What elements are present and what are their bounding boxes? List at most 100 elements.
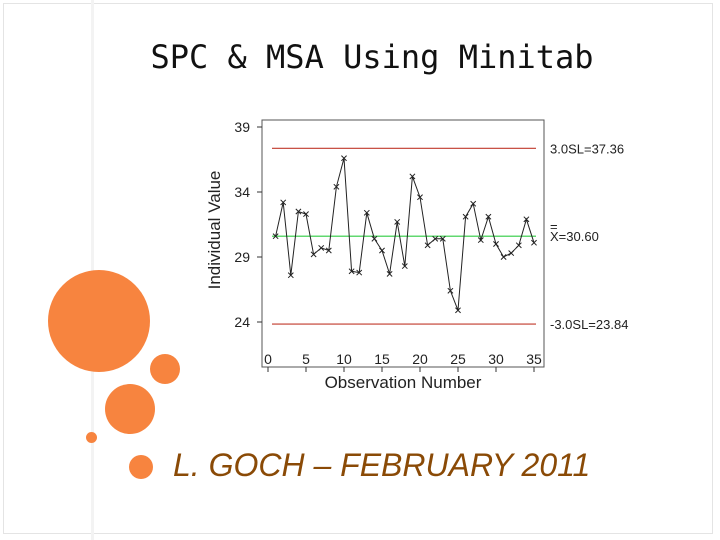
x-tick-label: 10 xyxy=(336,351,352,367)
data-point xyxy=(432,235,439,242)
data-point-stroke xyxy=(333,183,340,190)
data-point xyxy=(272,233,279,240)
data-point-stroke xyxy=(485,213,492,220)
data-point xyxy=(477,237,484,244)
slide-frame xyxy=(3,3,713,534)
data-point xyxy=(318,244,325,251)
data-point-stroke xyxy=(462,213,469,220)
data-point xyxy=(500,254,507,260)
y-tick-label: 34 xyxy=(234,184,250,200)
data-point xyxy=(325,247,332,254)
data-point xyxy=(341,155,347,162)
data-point-stroke xyxy=(493,241,499,247)
data-point-stroke xyxy=(531,239,537,246)
data-point xyxy=(515,242,522,249)
data-point xyxy=(310,251,317,258)
data-point xyxy=(424,242,431,249)
data-point xyxy=(394,218,401,225)
data-point xyxy=(379,247,385,254)
data-point-stroke xyxy=(401,263,408,270)
data-point-stroke xyxy=(523,216,530,223)
y-tick-label: 29 xyxy=(234,249,250,265)
x-tick-label: 35 xyxy=(526,351,542,367)
data-point xyxy=(280,199,287,206)
data-point xyxy=(303,211,309,218)
data-point-stroke xyxy=(280,199,287,206)
data-point-stroke xyxy=(318,244,325,251)
data-point-stroke xyxy=(508,250,515,257)
x-tick-label: 0 xyxy=(264,351,272,367)
data-point-stroke xyxy=(394,218,401,225)
data-point-stroke xyxy=(424,242,431,249)
data-point-stroke xyxy=(439,235,446,242)
data-point-stroke xyxy=(477,237,484,244)
data-point-stroke xyxy=(455,307,461,314)
decor-circle-bullet xyxy=(129,455,153,479)
chart-series xyxy=(272,155,537,314)
control-limit-label: 3.0SL=37.36 xyxy=(550,141,624,156)
data-point xyxy=(333,183,340,190)
data-point xyxy=(508,250,515,257)
x-tick-label: 30 xyxy=(488,351,504,367)
data-point-stroke xyxy=(325,247,332,254)
decor-circle-small xyxy=(150,354,180,384)
data-point xyxy=(493,241,499,247)
data-point-stroke xyxy=(371,235,378,242)
y-tick-label: 24 xyxy=(234,314,250,330)
x-tick-label: 15 xyxy=(374,351,390,367)
data-point xyxy=(531,239,537,246)
data-point xyxy=(348,268,355,275)
data-point xyxy=(295,208,302,215)
plot-frame xyxy=(261,119,545,368)
data-point xyxy=(371,235,378,242)
data-point-stroke xyxy=(432,235,439,242)
x-axis-ticks: 0 5 10 15 20 25 30 35 xyxy=(264,351,542,372)
data-point-stroke xyxy=(272,233,279,240)
data-point-stroke xyxy=(310,251,317,258)
data-point-stroke xyxy=(295,208,302,215)
data-point xyxy=(417,194,423,201)
data-point-stroke xyxy=(417,194,423,201)
data-point xyxy=(455,307,461,314)
x-tick-label: 25 xyxy=(450,351,466,367)
data-point xyxy=(470,200,477,207)
data-point xyxy=(409,173,416,180)
x-tick-label: 5 xyxy=(302,351,310,367)
data-point-stroke xyxy=(341,155,347,162)
data-point xyxy=(462,213,469,220)
x-axis-title: Observation Number xyxy=(325,373,482,392)
y-axis-title: Individual Value xyxy=(205,171,224,290)
data-point-stroke xyxy=(287,272,294,279)
data-point xyxy=(401,263,408,270)
control-limit-label: X=30.60 xyxy=(550,229,599,244)
slide-footer: L. GOCH – FEBRUARY 2011 xyxy=(173,447,591,483)
data-point xyxy=(356,269,363,276)
y-tick-label: 39 xyxy=(234,119,250,135)
y-axis-ticks: 24 29 34 39 xyxy=(234,119,262,330)
control-limit-label: -3.0SL=23.84 xyxy=(550,317,628,332)
data-point-stroke xyxy=(348,268,355,275)
data-point xyxy=(363,209,370,216)
data-point-stroke xyxy=(363,209,370,216)
data-point-stroke xyxy=(356,269,363,276)
data-point-stroke xyxy=(470,200,477,207)
data-point xyxy=(386,270,393,277)
series-line xyxy=(275,158,535,311)
data-point-stroke xyxy=(500,254,507,260)
decor-circle-tiny xyxy=(86,432,97,443)
decor-circle-medium xyxy=(105,384,155,434)
slide-title: SPC & MSA Using Minitab xyxy=(150,38,594,76)
data-point-stroke xyxy=(303,211,309,218)
x-tick-label: 20 xyxy=(412,351,428,367)
data-point-stroke xyxy=(379,247,385,254)
data-point-stroke xyxy=(447,287,454,294)
data-point xyxy=(287,272,294,279)
data-point xyxy=(523,216,530,223)
control-limits: 3.0SL=37.36 X=30.60= -3.0SL=23.84 xyxy=(272,141,628,332)
data-point-stroke xyxy=(409,173,416,180)
data-point xyxy=(485,213,492,220)
data-point xyxy=(439,235,446,242)
data-point-stroke xyxy=(386,270,393,277)
data-point xyxy=(447,287,454,294)
